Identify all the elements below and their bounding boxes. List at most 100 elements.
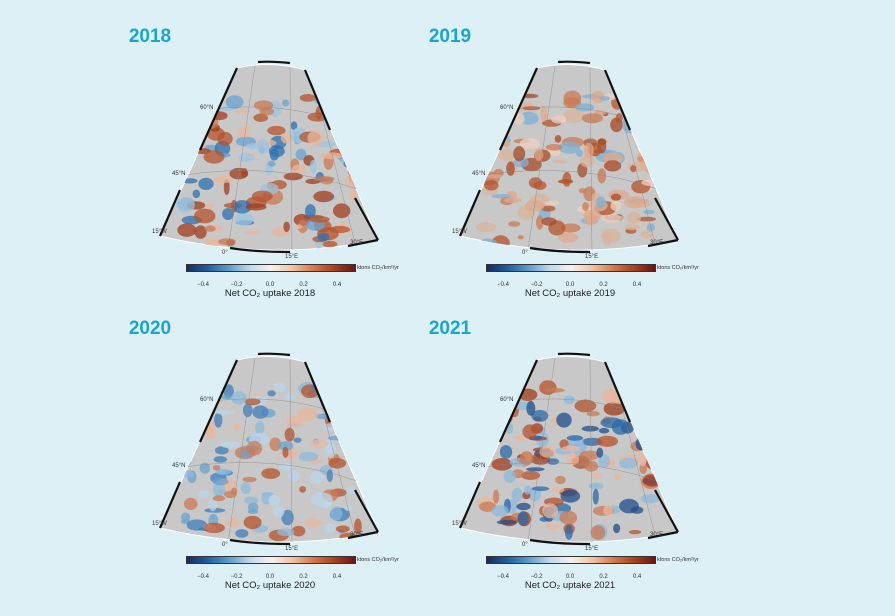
land-patch [511,487,523,503]
land-patch [290,121,298,131]
land-patch [213,481,226,498]
land-patch [193,114,208,120]
land-patch [652,403,662,413]
land-patch [503,139,511,148]
land-patch [268,145,285,158]
colorbar-tick: 0.2 [299,282,308,288]
land-patch [528,177,543,189]
graticule [177,65,361,251]
land-patch [194,208,216,224]
land-patch [489,128,503,136]
land-patch [541,205,556,212]
land-patch [212,465,221,471]
land-patch [596,447,604,458]
land-patch [183,397,195,405]
panel-caption: Net CO₂ uptake 2018 [224,288,316,299]
land-patch [611,419,630,435]
land-patch [205,203,214,210]
land-patch [282,446,289,458]
land-patch [232,423,241,431]
panel-caption: Net CO₂ uptake 2020 [224,580,316,591]
map-frame [158,60,379,254]
land-patch [314,176,335,182]
land-patch [642,393,664,398]
land-patch [619,498,639,514]
land-patch [354,518,362,535]
land-patch [618,457,638,469]
colorbar-tick: −0.4 [497,282,509,288]
land-patch [269,437,282,452]
label-15w: 15°W [152,229,167,235]
land-patch [192,189,201,199]
land-patch [204,225,216,232]
land-patch [481,128,503,143]
label-15e: 15°E [285,546,299,552]
land-patch [223,179,230,195]
land-patch [261,491,274,497]
label-30e: 30°E [650,240,664,246]
land-patch [317,232,330,242]
land-patch [640,494,660,504]
colorbar-tick: 0.2 [599,282,608,288]
land-patch [531,486,550,491]
land-patch [522,106,541,111]
land-patch [545,523,561,530]
land-patch [603,401,625,416]
land-patch [183,497,198,510]
land-patch [240,482,251,495]
land-patch [261,468,281,479]
land-patch [603,505,613,517]
colorbar-tick: 0.2 [599,574,608,580]
land-patch [521,470,541,480]
label-30e: 30°E [350,532,364,538]
land-patch [552,159,567,164]
land-patch [637,216,656,222]
land-patch [195,421,204,432]
land-patch [179,396,196,410]
colorbar-tick: 0.0 [565,574,575,580]
colorbar-tick: 0.0 [265,282,275,288]
land-patch [491,505,509,517]
land-patch [184,453,191,467]
land-patch [252,405,269,419]
land-patch [278,441,294,451]
land-patch [183,386,196,391]
land-patch [280,132,293,144]
label-15w: 15°W [452,521,467,527]
land-patch [544,387,565,393]
panel-title: 2018 [128,26,172,47]
land-patch [335,525,350,533]
land-patch [292,164,307,174]
land-patch [309,471,324,485]
land-patch [198,490,210,499]
colorbar-tick: 0.4 [632,282,642,288]
land-patch [588,482,604,490]
land-patch [652,410,662,423]
label-0: 0° [222,250,228,256]
land-patch [603,215,625,221]
land-patch [558,141,581,154]
land-patch [493,489,500,504]
land-patch [217,131,233,146]
land-patch [591,473,602,479]
land-patch [624,224,640,231]
land-patch [602,152,624,164]
land-patch [628,530,642,535]
land-patch [223,384,234,399]
land-patch [234,212,254,226]
colorbar [486,264,656,272]
label-15w: 15°W [152,521,167,527]
map-panel-2019: 2019 60°N 45°N 15°W 0° 15°E 30°E −0.4 −0.… [300,0,699,299]
land-patch [630,165,637,173]
land-patch [564,524,573,540]
colorbar-tick: −0.2 [530,574,543,580]
map-europe [158,352,379,546]
land-patch [554,135,562,143]
land-patch [309,159,317,173]
land-patch [508,221,521,227]
land-patch [484,180,499,191]
land-patch [531,409,549,422]
land-patch [555,475,566,485]
colorbar-tick: 0.4 [632,574,642,580]
label-0: 0° [222,542,228,548]
